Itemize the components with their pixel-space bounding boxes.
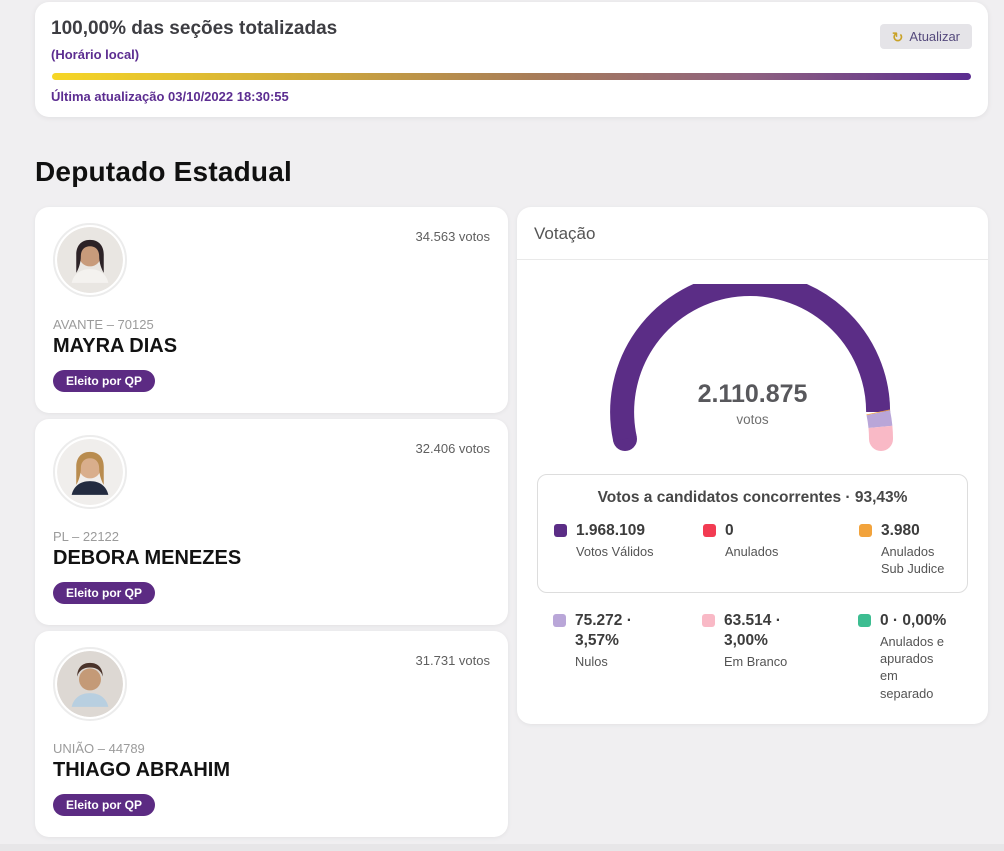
legend-swatch-anulados-apurados-separado (858, 613, 871, 627)
votes-count: 34.563 votos (415, 229, 490, 244)
totalization-progress-bar (52, 73, 971, 80)
legend-value: 75.272 · 3,57% (575, 611, 632, 649)
elected-badge: Eleito por QP (53, 370, 156, 392)
legend-value: 1.968.109 (576, 522, 645, 539)
gauge-unit-label: votos (736, 412, 769, 427)
candidate-card[interactable]: 32.406 votos PL – 22122 DEBORA MENEZES E… (35, 419, 508, 625)
legend-label: Em Branco (724, 653, 788, 669)
totalization-header-card: 100,00% das seções totalizadas (Horário … (35, 2, 988, 117)
party-label: UNIÃO – 44789 (53, 741, 145, 756)
elected-badge: Eleito por QP (53, 582, 156, 604)
legend-label: Anulados e apurados em separado (880, 633, 945, 701)
legend-label: Votos Válidos (576, 544, 654, 560)
main-content: 34.563 votos AVANTE – 70125 MAYRA DIAS E… (35, 207, 988, 837)
candidate-name: MAYRA DIAS (53, 335, 178, 357)
last-update-text: Última atualização 03/10/2022 18:30:55 (51, 89, 289, 104)
page-title: Deputado Estadual (35, 156, 292, 187)
gauge-arc (609, 284, 893, 451)
legend-value: 63.514 · 3,00% (724, 611, 781, 649)
legend-item-anulados-sub-judice: 3.980 Anulados Sub Judice (859, 521, 951, 578)
legend-item-anulados-apurados-separado: 0 · 0,00% Anulados e apurados em separad… (858, 611, 952, 702)
legend-label: Anulados (725, 544, 779, 560)
party-label: AVANTE – 70125 (53, 317, 154, 332)
legend-swatch-anulados (703, 524, 716, 537)
votes-count: 31.731 votos (415, 653, 490, 668)
legend-value: 0 (725, 522, 734, 539)
votes-count: 32.406 votos (415, 441, 490, 456)
legend-swatch-em-branco (702, 613, 715, 627)
legend-label: Nulos (575, 653, 608, 669)
party-label: PL – 22122 (53, 529, 120, 544)
candidate-card[interactable]: 31.731 votos UNIÃO – 44789 THIAGO ABRAHI… (35, 631, 508, 837)
votacao-panel: Votação 2.110.875 votos Votos a candidat… (517, 207, 988, 724)
candidate-name: THIAGO ABRAHIM (53, 759, 231, 781)
candidate-name: DEBORA MENEZES (53, 547, 242, 569)
legend-item-em-branco: 63.514 · 3,00% Em Branco (702, 611, 858, 702)
panel-title: Votação (517, 207, 988, 260)
candidate-avatar (53, 223, 127, 297)
legend-item-votos-validos: 1.968.109 Votos Válidos (554, 521, 703, 578)
elected-badge: Eleito por QP (53, 794, 156, 816)
legend-swatch-nulos (553, 613, 566, 627)
candidates-list: 34.563 votos AVANTE – 70125 MAYRA DIAS E… (35, 207, 508, 837)
refresh-icon: ↻ (891, 28, 904, 45)
local-time-note: (Horário local) (51, 47, 140, 62)
refresh-button[interactable]: ↻ Atualizar (879, 24, 972, 49)
legend-value: 0 · 0,00% (880, 611, 947, 629)
legend-item-anulados: 0 Anulados (703, 521, 859, 578)
candidate-card[interactable]: 34.563 votos AVANTE – 70125 MAYRA DIAS E… (35, 207, 508, 413)
legend-label: Anulados Sub Judice (881, 544, 945, 577)
legend-swatch-anulados-sub-judice (859, 524, 872, 537)
refresh-button-label: Atualizar (909, 29, 960, 44)
other-votes-row: 75.272 · 3,57% Nulos 63.514 · 3,00% Em B… (537, 611, 968, 702)
gauge-chart: 2.110.875 votos (517, 284, 988, 454)
competing-votes-title: Votos a candidatos concorrentes · 93,43% (597, 489, 908, 506)
legend-swatch-votos-validos (554, 524, 567, 537)
candidate-avatar (53, 647, 127, 721)
competing-votes-box: Votos a candidatos concorrentes · 93,43%… (537, 474, 968, 593)
legend-value: 3.980 (881, 522, 920, 539)
candidate-avatar (53, 435, 127, 509)
gauge-total-votes: 2.110.875 (697, 380, 808, 408)
legend-item-nulos: 75.272 · 3,57% Nulos (553, 611, 702, 702)
page-bottom-edge (0, 844, 1004, 851)
totalization-title: 100,00% das seções totalizadas (51, 18, 338, 39)
